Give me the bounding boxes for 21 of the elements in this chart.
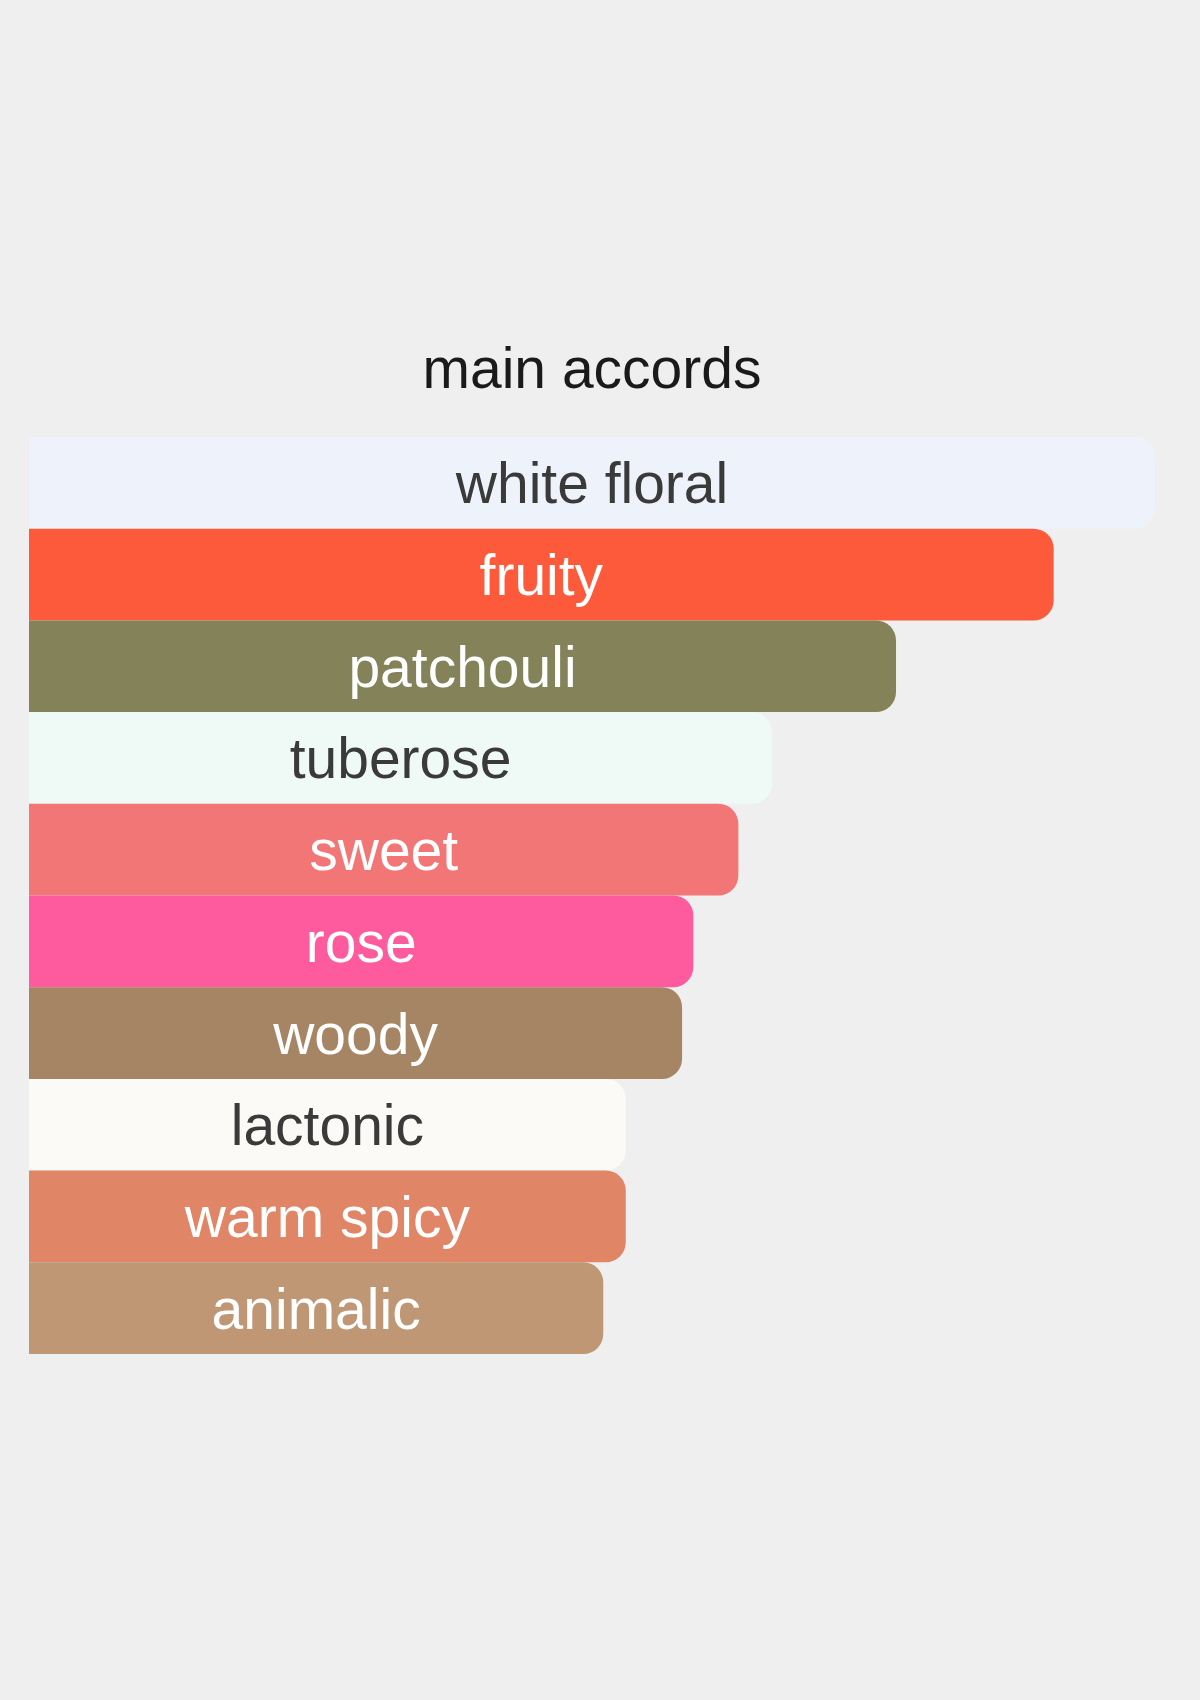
bar [29, 712, 773, 804]
y-tick-label: animalic [211, 1276, 421, 1341]
bar [29, 895, 694, 988]
y-tick-label: woody [272, 1001, 439, 1066]
bar [29, 1170, 626, 1263]
bar [29, 1078, 626, 1171]
y-tick-label: fruity [479, 543, 604, 608]
bar [29, 803, 739, 896]
bar [29, 620, 897, 713]
y-tick-label: lactonic [230, 1093, 425, 1158]
bar [29, 437, 1155, 529]
y-tick-label: tuberose [289, 726, 512, 791]
y-tick-label: sweet [309, 818, 459, 883]
bar [29, 528, 1054, 621]
y-tick-label: warm spicy [183, 1184, 471, 1249]
chart-title: main accords [422, 336, 762, 400]
bar [29, 987, 683, 1079]
y-tick-label: patchouli [348, 634, 577, 699]
bar [29, 1262, 604, 1354]
y-tick-label: rose [305, 909, 417, 974]
y-tick-label: white floral [454, 451, 729, 516]
